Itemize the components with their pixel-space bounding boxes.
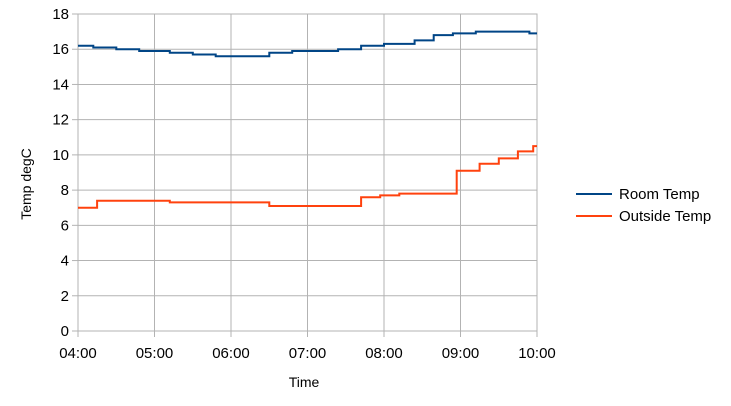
y-tick-label: 14 [52, 76, 69, 93]
y-tick-label: 4 [61, 253, 69, 270]
y-tick-label: 10 [52, 147, 69, 164]
legend: Room Temp Outside Temp [576, 186, 711, 225]
x-axis-title: Time [289, 374, 320, 390]
series-lines [78, 30, 537, 209]
x-tick-label: 08:00 [365, 345, 403, 362]
legend-entry-label: Outside Temp [619, 208, 711, 225]
x-tick-label: 09:00 [442, 345, 480, 362]
y-tick-label: 8 [61, 182, 69, 199]
x-tick-label: 06:00 [212, 345, 250, 362]
y-tick-label: 16 [52, 41, 69, 58]
y-axis-title: Temp degC [18, 148, 34, 220]
series-line-outside-temp [78, 145, 537, 209]
x-axis-ticks: 04:00 05:00 06:00 07:00 08:00 09:00 10:00 [59, 331, 556, 362]
series-line-room-temp [78, 30, 537, 58]
y-tick-label: 2 [61, 288, 69, 305]
y-tick-label: 12 [52, 112, 69, 129]
y-axis-ticks: 0 2 4 6 8 10 12 14 16 18 [52, 6, 78, 340]
x-tick-label: 05:00 [136, 345, 174, 362]
y-tick-label: 0 [61, 323, 69, 340]
x-tick-label: 10:00 [518, 345, 556, 362]
x-tick-label: 04:00 [59, 345, 97, 362]
legend-entry-label: Room Temp [619, 186, 700, 203]
x-tick-label: 07:00 [289, 345, 327, 362]
y-tick-label: 18 [52, 6, 69, 23]
y-tick-label: 6 [61, 217, 69, 234]
